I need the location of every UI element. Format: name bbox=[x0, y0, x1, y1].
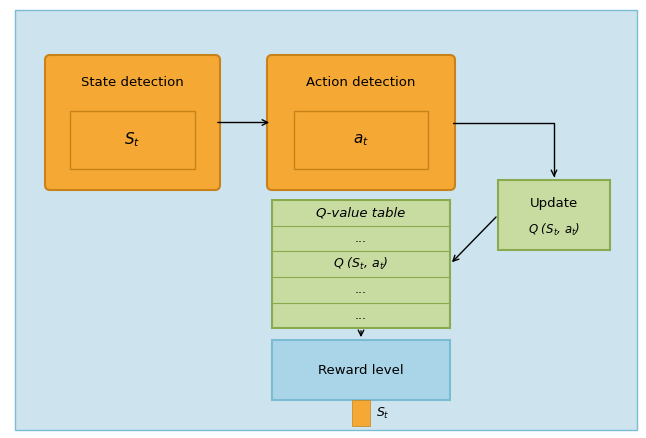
FancyBboxPatch shape bbox=[45, 55, 220, 190]
Text: State detection: State detection bbox=[81, 75, 184, 88]
Text: $S_t$: $S_t$ bbox=[376, 406, 390, 420]
FancyBboxPatch shape bbox=[294, 111, 428, 169]
FancyBboxPatch shape bbox=[267, 55, 455, 190]
Text: $Q$ ($S_t$, $a_t$): $Q$ ($S_t$, $a_t$) bbox=[528, 223, 580, 238]
FancyBboxPatch shape bbox=[498, 180, 610, 250]
FancyBboxPatch shape bbox=[352, 400, 370, 426]
Text: ...: ... bbox=[355, 309, 367, 322]
Text: Action detection: Action detection bbox=[306, 75, 415, 88]
Text: Q-value table: Q-value table bbox=[317, 206, 406, 219]
FancyBboxPatch shape bbox=[15, 10, 637, 430]
Text: Reward level: Reward level bbox=[318, 364, 404, 377]
FancyBboxPatch shape bbox=[272, 200, 450, 328]
Text: ...: ... bbox=[355, 232, 367, 245]
Text: $a_t$: $a_t$ bbox=[353, 132, 369, 148]
Text: $Q$ ($S_t$, $a_t$): $Q$ ($S_t$, $a_t$) bbox=[333, 256, 389, 272]
Text: $S_t$: $S_t$ bbox=[125, 131, 141, 149]
FancyBboxPatch shape bbox=[70, 111, 195, 169]
FancyBboxPatch shape bbox=[272, 340, 450, 400]
Text: ...: ... bbox=[355, 283, 367, 296]
Text: Update: Update bbox=[530, 197, 578, 210]
